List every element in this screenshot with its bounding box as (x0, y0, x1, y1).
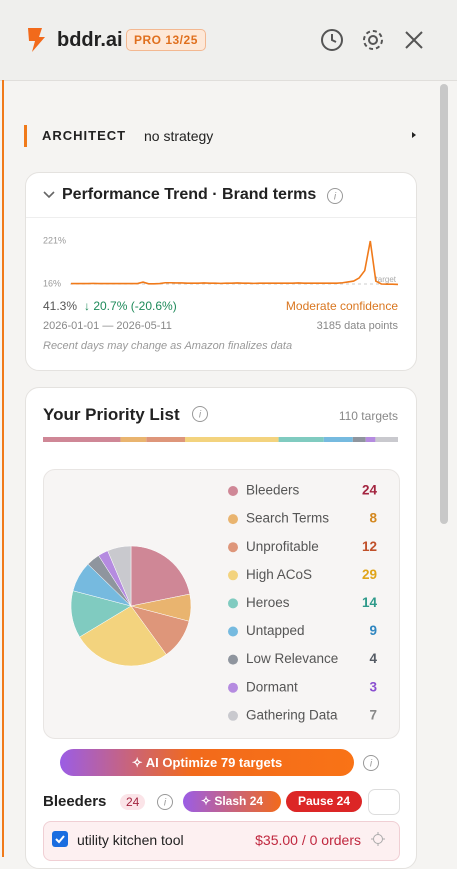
header (0, 0, 457, 81)
priority-segment (120, 437, 147, 442)
settings-button[interactable] (363, 30, 383, 50)
pie-slice (79, 605, 167, 667)
legend-label: Bleeders (246, 483, 300, 498)
priority-chart: Bleeders 24 Search Terms 8 Unprofitable 12 Hig… (43, 437, 398, 722)
priority-segment (43, 437, 121, 442)
info-icon[interactable]: i (326, 187, 344, 205)
date-range: 2026-01-01 — 2026-05-11 (43, 320, 172, 332)
trend-chart: 221% 16% target (43, 235, 399, 288)
priority-title: Your Priority List (43, 405, 180, 424)
legend-swatch (228, 598, 238, 609)
row-name: utility kitchen tool (77, 832, 184, 848)
legend-label: Low Relevance (246, 651, 338, 666)
legend-label: Unprofitable (246, 539, 319, 554)
trend-title: Performance Trend · Brand terms (62, 186, 317, 203)
bleeders-title: Bleeders (43, 793, 107, 810)
target-count: 110 targets (338, 409, 398, 423)
slash-text: Slash 24 (214, 794, 264, 808)
history-button[interactable] (321, 29, 343, 51)
y-tick-label: 221% (43, 235, 66, 245)
architect-bar (24, 125, 27, 147)
legend-swatch (228, 514, 238, 525)
legend-label: Heroes (246, 595, 290, 610)
target-label: target (376, 275, 397, 284)
architect-label: ARCHITECT (42, 128, 127, 143)
legend-count: 7 (369, 707, 377, 722)
optimize-button[interactable]: ✧ AI Optimize 79 targets (60, 749, 354, 776)
legend-label: High ACoS (246, 567, 312, 582)
legend-count: 3 (369, 679, 377, 694)
pie-slice (107, 545, 132, 607)
legend-count: 9 (369, 623, 377, 638)
divider (26, 217, 416, 218)
legend-swatch (228, 570, 238, 581)
header-icons (321, 29, 423, 51)
legend-label: Dormant (246, 679, 298, 694)
info-icon[interactable]: i (362, 754, 380, 772)
change-value: ↓ 20.7% (-20.6%) (84, 299, 177, 313)
row-value: $35.00 / 0 orders (255, 832, 361, 848)
legend-swatch (228, 486, 238, 496)
legend-count: 14 (362, 595, 378, 610)
info-icon[interactable]: i (156, 793, 174, 811)
priority-segment (323, 437, 353, 442)
legend-label: Untapped (246, 623, 305, 638)
logo-icon (28, 28, 45, 52)
legend-swatch (228, 682, 238, 693)
legend-count: 8 (369, 511, 377, 526)
legend-swatch (228, 542, 238, 553)
priority-segment (278, 437, 324, 442)
collapse-icon[interactable] (42, 188, 56, 202)
legend-count: 4 (369, 651, 377, 666)
info-icon[interactable]: i (191, 405, 209, 423)
legend-label: Gathering Data (246, 707, 338, 722)
slash-icon: ✧ (200, 794, 215, 808)
legend-count: 29 (362, 567, 377, 582)
pie-slice (130, 545, 191, 607)
trend-note: Recent days may change as Amazon finaliz… (43, 340, 293, 352)
legend-label: Search Terms (246, 511, 329, 526)
architect-toggle[interactable] (410, 131, 418, 139)
legend-count: 12 (362, 539, 377, 554)
trend-line (71, 240, 399, 286)
scrollbar (440, 84, 448, 524)
close-button[interactable] (405, 31, 423, 49)
priority-segment (146, 437, 185, 442)
legend-count: 24 (362, 483, 378, 498)
svg-text:i: i (164, 798, 167, 809)
priority-segment (352, 437, 366, 442)
target-row (43, 821, 400, 861)
y-tick-label: 16% (43, 278, 61, 288)
locate-icon[interactable] (371, 832, 385, 846)
optimize-label: ✧ (131, 755, 146, 770)
current-value: 41.3% (43, 299, 78, 313)
svg-text:i: i (199, 410, 202, 421)
priority-segment (185, 437, 279, 442)
plan-badge[interactable]: PRO 13/25 (126, 29, 206, 51)
svg-text:i: i (370, 759, 373, 770)
select-toggle[interactable] (368, 789, 400, 815)
confidence: Moderate confidence (285, 299, 398, 313)
pause-button[interactable]: Pause 24 (286, 791, 362, 812)
trend-card (25, 172, 417, 371)
architect-value[interactable]: no strategy (144, 128, 214, 144)
row-checkbox[interactable] (52, 831, 68, 847)
bleeders-count: 24 (120, 794, 146, 810)
svg-text:i: i (334, 192, 337, 203)
logo-text: bddr.ai (57, 29, 123, 51)
slash-button[interactable]: ✧ Slash 24 (183, 791, 281, 812)
priority-segment (365, 437, 376, 442)
optimize-text: AI Optimize 79 targets (145, 755, 283, 770)
legend-swatch (228, 654, 238, 665)
data-points: 3185 data points (316, 320, 398, 332)
accent-line (2, 80, 4, 857)
legend-swatch (228, 710, 238, 721)
legend-swatch (228, 626, 238, 637)
priority-segment (375, 437, 398, 442)
